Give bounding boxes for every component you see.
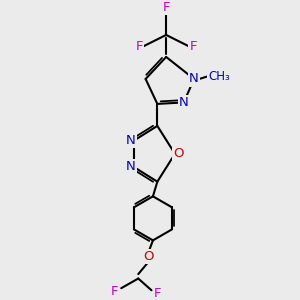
Text: N: N	[126, 160, 136, 173]
Text: F: F	[162, 2, 170, 14]
Text: N: N	[189, 73, 199, 85]
Text: CH₃: CH₃	[208, 70, 230, 83]
Text: F: F	[135, 40, 143, 53]
Text: F: F	[154, 287, 161, 300]
Text: O: O	[173, 147, 184, 160]
Text: O: O	[143, 250, 154, 263]
Text: N: N	[179, 96, 189, 109]
Text: F: F	[189, 40, 197, 53]
Text: N: N	[126, 134, 136, 147]
Text: F: F	[111, 285, 118, 298]
